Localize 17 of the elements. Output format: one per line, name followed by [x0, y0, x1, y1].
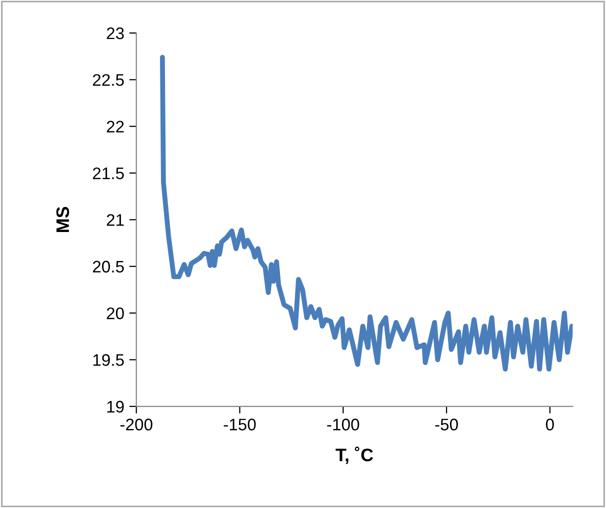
y-tick-label: 20.5 — [92, 260, 124, 273]
y-tick-label: 19.5 — [93, 354, 124, 366]
x-tick-label: -50 — [435, 418, 458, 430]
y-tick-label: 23 — [106, 27, 124, 40]
x-tick-label: -150 — [224, 418, 256, 430]
y-tick-label: 22.5 — [92, 74, 124, 86]
x-axis-title: T, ˚C — [336, 446, 374, 464]
y-tick-label: 22 — [106, 120, 124, 132]
x-tick-label: 0 — [546, 418, 554, 430]
y-axis-title: MS — [56, 206, 70, 232]
y-tick-label: 19 — [107, 400, 124, 413]
x-tick-label: -200 — [120, 418, 152, 430]
line-series — [160, 54, 573, 372]
y-tick-label: 21.5 — [92, 167, 124, 180]
y-tick-label: 21 — [106, 214, 124, 226]
y-tick-label: 20 — [106, 307, 124, 320]
x-tick-label: -100 — [327, 418, 360, 430]
